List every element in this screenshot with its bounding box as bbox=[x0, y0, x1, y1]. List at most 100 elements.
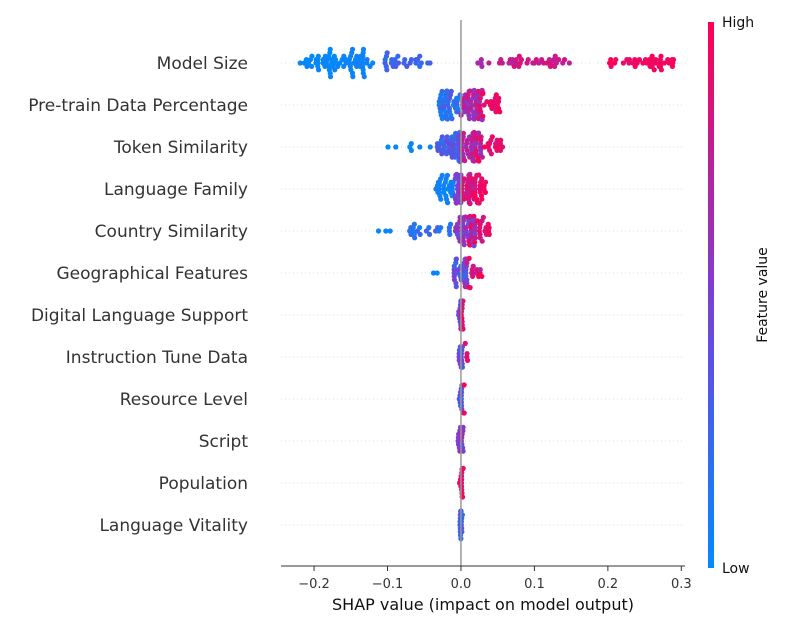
data-point bbox=[462, 158, 468, 164]
data-point bbox=[496, 95, 502, 101]
data-point bbox=[489, 134, 495, 140]
data-point bbox=[426, 231, 433, 237]
colorbar: High Low Feature value bbox=[708, 15, 771, 577]
data-point bbox=[444, 172, 451, 178]
feature-labels: Model Size Pre-train Data Percentage Token… bbox=[28, 54, 248, 536]
data-point bbox=[494, 144, 501, 150]
data-point bbox=[444, 116, 451, 122]
x-tick-label: 0.3 bbox=[671, 577, 692, 592]
data-point bbox=[430, 270, 437, 276]
data-point bbox=[464, 357, 471, 363]
data-point bbox=[444, 200, 451, 206]
data-point bbox=[439, 134, 445, 140]
data-point bbox=[481, 102, 487, 108]
data-point bbox=[649, 53, 655, 59]
data-point bbox=[620, 60, 626, 66]
data-point bbox=[315, 53, 321, 59]
data-point bbox=[447, 221, 454, 227]
data-point bbox=[498, 137, 504, 143]
data-point bbox=[439, 116, 445, 122]
data-point bbox=[666, 60, 672, 66]
data-point bbox=[411, 221, 417, 227]
data-point bbox=[488, 151, 494, 157]
data-point bbox=[613, 57, 619, 63]
data-point bbox=[536, 60, 542, 66]
data-point bbox=[460, 448, 466, 454]
data-point bbox=[408, 57, 415, 63]
data-point bbox=[552, 53, 558, 59]
data-point bbox=[309, 53, 315, 59]
data-point bbox=[471, 158, 477, 164]
data-point bbox=[479, 176, 485, 182]
data-point bbox=[484, 99, 490, 105]
data-point bbox=[471, 87, 477, 93]
data-point bbox=[466, 116, 473, 122]
x-axis: −0.2 −0.1 0.0 0.1 0.2 0.3 bbox=[281, 565, 692, 592]
colorbar-title: Feature value bbox=[755, 247, 771, 343]
data-point bbox=[476, 200, 482, 206]
data-point bbox=[416, 225, 423, 231]
data-point bbox=[472, 235, 479, 241]
data-point bbox=[626, 57, 633, 63]
data-point bbox=[395, 53, 401, 59]
colorbar-gradient bbox=[708, 22, 714, 568]
data-point bbox=[459, 529, 465, 535]
data-point bbox=[479, 196, 485, 202]
data-point bbox=[651, 67, 657, 73]
data-point bbox=[658, 67, 664, 73]
data-point bbox=[608, 57, 614, 63]
data-point bbox=[383, 228, 389, 234]
data-point bbox=[395, 60, 402, 66]
data-point bbox=[434, 270, 440, 276]
data-point bbox=[460, 424, 466, 430]
data-point bbox=[480, 113, 486, 119]
data-point bbox=[518, 57, 525, 63]
data-point bbox=[499, 144, 506, 150]
x-tick-label: −0.1 bbox=[372, 577, 404, 592]
data-point bbox=[461, 410, 467, 416]
data-point bbox=[384, 67, 390, 73]
data-point bbox=[472, 239, 478, 245]
data-point bbox=[426, 225, 432, 231]
data-point bbox=[453, 284, 459, 290]
data-point bbox=[461, 176, 467, 182]
data-point bbox=[375, 228, 382, 234]
data-point bbox=[332, 57, 339, 63]
data-point bbox=[350, 74, 356, 80]
data-point bbox=[385, 144, 391, 150]
x-tick-label: 0.0 bbox=[451, 577, 472, 592]
data-point bbox=[418, 60, 424, 66]
data-point bbox=[478, 134, 484, 140]
data-point bbox=[412, 235, 418, 241]
data-point bbox=[608, 63, 614, 69]
feature-label: Population bbox=[159, 474, 248, 494]
data-point bbox=[479, 154, 485, 160]
data-point bbox=[297, 60, 303, 66]
data-point bbox=[449, 116, 455, 122]
data-point bbox=[464, 351, 470, 357]
data-point bbox=[469, 273, 476, 279]
data-point bbox=[309, 63, 315, 69]
data-point bbox=[480, 90, 486, 96]
data-point bbox=[387, 228, 393, 234]
feature-label: Country Similarity bbox=[95, 222, 248, 242]
data-point bbox=[658, 53, 664, 59]
data-point bbox=[460, 130, 467, 136]
data-point bbox=[439, 172, 445, 178]
data-point bbox=[636, 57, 643, 63]
data-point bbox=[438, 196, 444, 202]
data-point bbox=[477, 267, 483, 273]
data-point bbox=[479, 63, 485, 69]
colorbar-high-label: High bbox=[722, 15, 754, 31]
data-point bbox=[461, 382, 467, 388]
data-point bbox=[513, 57, 519, 63]
data-point bbox=[457, 92, 463, 98]
feature-label: Resource Level bbox=[120, 390, 248, 410]
data-point bbox=[461, 196, 467, 202]
data-point bbox=[486, 60, 492, 66]
feature-label: Instruction Tune Data bbox=[66, 348, 248, 368]
data-point bbox=[470, 263, 476, 269]
data-point bbox=[475, 130, 482, 136]
data-point bbox=[444, 134, 450, 140]
